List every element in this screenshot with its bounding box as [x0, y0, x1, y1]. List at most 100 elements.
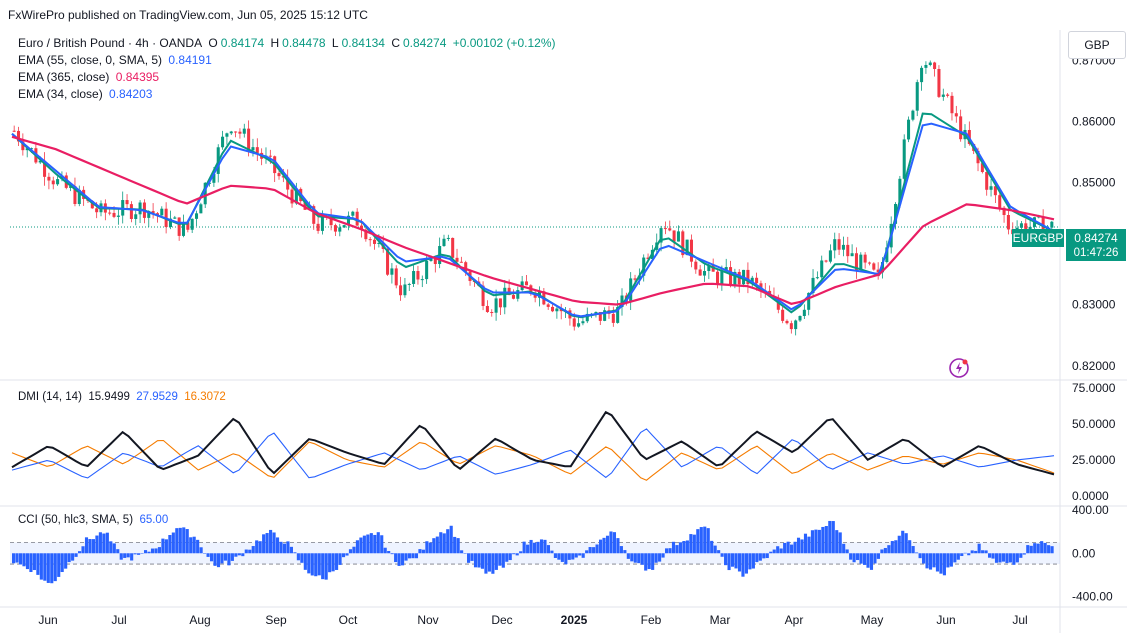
candle-body: [611, 313, 615, 323]
cci-legend[interactable]: CCI (50, hlc3, SMA, 5) 65.00: [18, 514, 168, 526]
cci-bar: [838, 532, 842, 554]
cci-bar: [411, 553, 415, 559]
price-tag-symbol: EURGBP: [1012, 229, 1064, 247]
cci-bar: [432, 538, 436, 554]
cci-bar: [348, 549, 353, 554]
candle-body: [403, 284, 407, 296]
candle-body: [924, 64, 928, 68]
cci-bar: [449, 525, 453, 554]
adx-line: [11, 410, 1055, 476]
candle-body: [555, 308, 559, 312]
candle-body: [1050, 221, 1054, 228]
cci-bar: [442, 533, 446, 554]
cci-bar: [612, 532, 617, 554]
cci-bar: [675, 545, 679, 554]
candle-body: [234, 131, 238, 133]
x-axis: Jun Jul Aug Sep Oct Nov Dec 2025 Feb Mar Apr May Jun…: [38, 613, 1027, 627]
cci-bar: [935, 553, 940, 572]
ema55-line: [11, 122, 1055, 318]
candle-body: [355, 211, 359, 226]
cci-bar: [262, 534, 266, 554]
candle-body: [854, 253, 858, 270]
cci-bar: [918, 553, 922, 559]
candle-body: [281, 176, 285, 178]
candle-body: [221, 136, 225, 148]
cci-bar: [713, 545, 717, 554]
candle-body: [333, 225, 337, 232]
candle-body: [190, 218, 194, 230]
candle-body: [672, 230, 676, 242]
candle-body: [112, 212, 116, 217]
candle-body: [494, 298, 498, 313]
cci-bar: [53, 553, 57, 582]
cci-bar: [203, 553, 207, 554]
cci-bar: [258, 541, 262, 554]
cci-bar: [209, 553, 214, 562]
candle-body: [442, 238, 446, 247]
cci-bar: [942, 553, 946, 576]
cci-bar: [112, 543, 116, 554]
cci-bar: [123, 553, 127, 558]
cci-bar: [630, 553, 634, 562]
cci-bar: [286, 541, 290, 554]
cci-bar: [498, 553, 502, 566]
price-tag-timer: 01:47:26: [1066, 246, 1126, 261]
cci-bar: [908, 540, 912, 554]
ema34-legend[interactable]: EMA (34, close) 0.84203: [18, 87, 155, 101]
cci-bar: [602, 537, 606, 554]
cci-bar: [463, 553, 467, 554]
cci-bar: [296, 553, 300, 561]
x-tick-label: Dec: [491, 613, 512, 627]
y-tick-label: 0.83000: [1072, 298, 1116, 312]
cci-bar: [588, 547, 592, 554]
cci-bar: [487, 553, 491, 572]
cci-bar: [866, 553, 870, 568]
cci-bar: [25, 553, 30, 570]
cci-bar: [341, 553, 346, 558]
cci-bar: [543, 539, 547, 554]
cci-bar: [157, 547, 162, 554]
dmi-lines: [11, 410, 1055, 481]
candle-body: [377, 242, 381, 244]
candle-body: [989, 186, 993, 190]
cci-bar: [557, 553, 561, 560]
candle-body: [872, 263, 876, 270]
cci-bar: [216, 553, 221, 568]
candle-body: [464, 262, 468, 272]
lightning-icon[interactable]: [948, 357, 970, 379]
ema55-legend[interactable]: EMA (55, close, 0, SMA, 5) 0.84191: [18, 53, 215, 67]
candle-body: [846, 244, 850, 257]
last-price-tag: EURGBP 0.84274 01:47:26: [1012, 229, 1126, 261]
candle-body: [129, 204, 133, 219]
cci-bar: [682, 541, 686, 554]
candle-body: [594, 311, 598, 314]
y-tick-label: 0.85000: [1072, 176, 1116, 190]
candle-body: [238, 131, 242, 134]
candle-body: [195, 213, 199, 219]
cci-bar: [550, 550, 554, 554]
cci-bar: [1022, 553, 1026, 555]
cci-bar: [1033, 543, 1037, 554]
cci-bar: [328, 553, 332, 573]
candle-body: [199, 204, 203, 214]
ema365-legend[interactable]: EMA (365, close) 0.84395: [18, 70, 162, 84]
dmi-legend[interactable]: DMI (14, 14) 15.9499 27.9529 16.3072: [18, 391, 226, 403]
cci-bar: [95, 535, 99, 554]
symbol-title[interactable]: Euro / British Pound · 4h · OANDA: [18, 36, 203, 50]
currency-selector[interactable]: GBP: [1068, 31, 1126, 59]
cci-bar: [519, 551, 523, 554]
candle-body: [329, 216, 333, 226]
cci-bar: [1050, 546, 1054, 554]
cci-bar: [91, 539, 96, 554]
candle-body: [724, 267, 728, 271]
cci-value: 65.00: [139, 514, 169, 526]
candle-body: [490, 312, 494, 314]
cci-bar: [1005, 553, 1009, 564]
x-tick-label: Mar: [710, 613, 731, 627]
cci-bar: [883, 547, 887, 554]
cci-bar: [640, 553, 644, 565]
candle-body: [433, 258, 437, 265]
candle-body: [359, 225, 364, 230]
candle-body: [954, 113, 958, 117]
